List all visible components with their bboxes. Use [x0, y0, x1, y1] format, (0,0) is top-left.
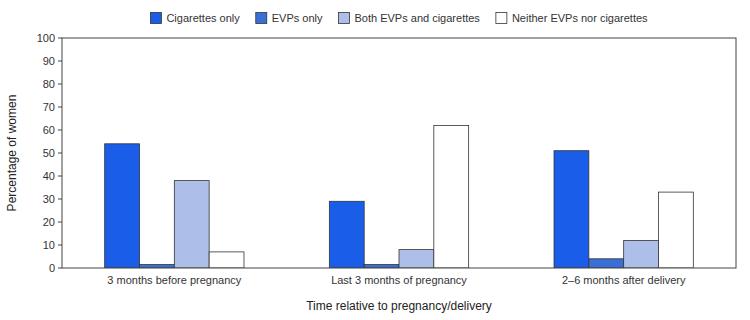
- y-tick-label: 40: [43, 170, 55, 182]
- x-axis: 3 months before pregnancy Last 3 months o…: [107, 274, 686, 286]
- y-tick: [58, 84, 62, 85]
- y-tick-label: 70: [43, 101, 55, 113]
- legend-item: EVPs only: [256, 12, 323, 24]
- legend-item: Both EVPs and cigarettes: [339, 12, 481, 24]
- x-tick-label: Last 3 months of pregnancy: [331, 274, 467, 286]
- y-tick-label: 90: [43, 55, 55, 67]
- legend-label: Both EVPs and cigarettes: [355, 12, 481, 24]
- legend-item: Neither EVPs nor cigarettes: [496, 12, 648, 24]
- y-tick: [58, 199, 62, 200]
- bar: [399, 250, 434, 268]
- legend-label: Neither EVPs nor cigarettes: [512, 12, 648, 24]
- bar: [174, 181, 209, 268]
- legend-label: Cigarettes only: [166, 12, 240, 24]
- y-tick: [58, 176, 62, 177]
- y-tick: [58, 222, 62, 223]
- y-tick-label: 100: [37, 32, 55, 44]
- y-tick-label: 50: [43, 147, 55, 159]
- legend-swatch: [339, 13, 350, 24]
- x-tick-label: 2–6 months after delivery: [562, 274, 686, 286]
- bar: [329, 201, 364, 268]
- y-axis: 0 10 20 30 40 50 60 70 80 90 100: [37, 32, 62, 274]
- bars: [105, 125, 694, 268]
- legend-item: Cigarettes only: [150, 12, 240, 24]
- y-tick: [58, 153, 62, 154]
- y-tick-label: 20: [43, 216, 55, 228]
- y-tick: [58, 268, 62, 269]
- plot-frame: [62, 38, 736, 268]
- legend-swatch: [256, 13, 267, 24]
- legend-label: EVPs only: [272, 12, 323, 24]
- bar: [434, 125, 469, 268]
- y-tick-label: 30: [43, 193, 55, 205]
- chart: 0 10 20 30 40 50 60 70 80 90 100 3 months before pr…: [0, 0, 750, 320]
- y-tick-label: 0: [49, 262, 55, 274]
- y-tick: [58, 130, 62, 131]
- bar: [624, 240, 659, 268]
- bar: [658, 192, 693, 268]
- bar: [209, 252, 244, 268]
- y-tick-label: 60: [43, 124, 55, 136]
- legend-swatch: [150, 13, 161, 24]
- bar: [589, 259, 624, 268]
- y-tick: [58, 61, 62, 62]
- y-tick: [58, 38, 62, 39]
- chart-container: 0 10 20 30 40 50 60 70 80 90 100 3 months before pr…: [0, 0, 750, 320]
- y-tick: [58, 245, 62, 246]
- bar: [364, 265, 399, 268]
- legend: Cigarettes only EVPs only Both EVPs and ci…: [150, 12, 648, 24]
- x-axis-title: Time relative to pregnancy/delivery: [306, 299, 492, 313]
- x-tick-label: 3 months before pregnancy: [107, 274, 241, 286]
- y-tick-label: 10: [43, 239, 55, 251]
- bar: [140, 265, 175, 268]
- bar: [554, 151, 589, 268]
- y-axis-title: Percentage of women: [5, 95, 19, 212]
- y-tick: [58, 107, 62, 108]
- y-tick-label: 80: [43, 78, 55, 90]
- bar: [105, 144, 140, 268]
- legend-swatch: [496, 13, 507, 24]
